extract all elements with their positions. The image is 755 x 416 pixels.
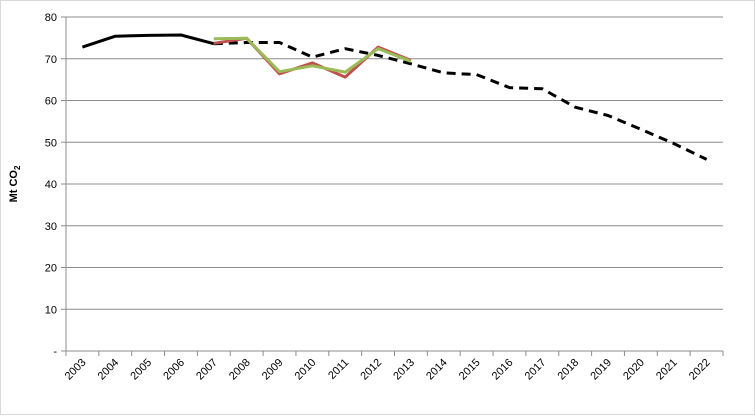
x-tick-label: 2020 [621, 357, 647, 383]
series-line-2 [213, 41, 708, 161]
x-tick-label: 2013 [391, 357, 417, 383]
x-tick-label: 2006 [161, 357, 187, 383]
y-axis-title-subscript: 2 [13, 165, 22, 170]
x-tick-label: 2007 [194, 357, 220, 383]
x-tick-label: 2011 [326, 357, 351, 382]
x-tick-label: 2015 [457, 357, 483, 383]
x-tick-label: 2016 [490, 357, 516, 383]
y-axis-title-main: Mt CO [8, 170, 20, 203]
x-tick-label: 2003 [63, 357, 89, 383]
x-tick-label: 2021 [654, 357, 680, 383]
x-tick-label: 2008 [227, 357, 253, 383]
x-tick-label: 2004 [96, 357, 122, 383]
gridlines [66, 16, 723, 310]
x-tick-label: 2017 [523, 357, 549, 383]
y-tick-label: 30 [45, 221, 57, 233]
x-tick-label: 2012 [358, 357, 384, 383]
y-tick-label: 10 [45, 304, 57, 316]
y-tick-label: 70 [45, 54, 57, 66]
y-axis-title: Mt CO2 [8, 165, 22, 202]
x-tick-label: 2005 [128, 357, 154, 383]
x-tick-label: 2022 [687, 357, 713, 383]
series-line-1 [81, 33, 215, 49]
series-lines [81, 33, 708, 161]
y-tick-label: 80 [45, 12, 57, 24]
x-tick-label: 2009 [260, 357, 286, 383]
y-tick-label: 50 [45, 137, 57, 149]
x-tick-label: 2014 [424, 357, 450, 383]
x-tick-label: 2018 [555, 357, 581, 383]
y-tick-labels: - 10 20 30 40 50 60 70 80 [45, 12, 58, 358]
x-tick-label: 2019 [588, 357, 614, 383]
axes [61, 16, 724, 356]
y-tick-label: - [53, 346, 57, 358]
series-line-4 [213, 36, 412, 74]
y-tick-label: 60 [45, 96, 57, 108]
y-tick-label: 40 [45, 179, 57, 191]
x-tick-label: 2010 [293, 357, 319, 383]
y-tick-label: 20 [45, 263, 57, 275]
x-tick-labels: 2003 2004 2005 2006 2007 2008 2009 2010 2011 2012… [63, 357, 713, 383]
